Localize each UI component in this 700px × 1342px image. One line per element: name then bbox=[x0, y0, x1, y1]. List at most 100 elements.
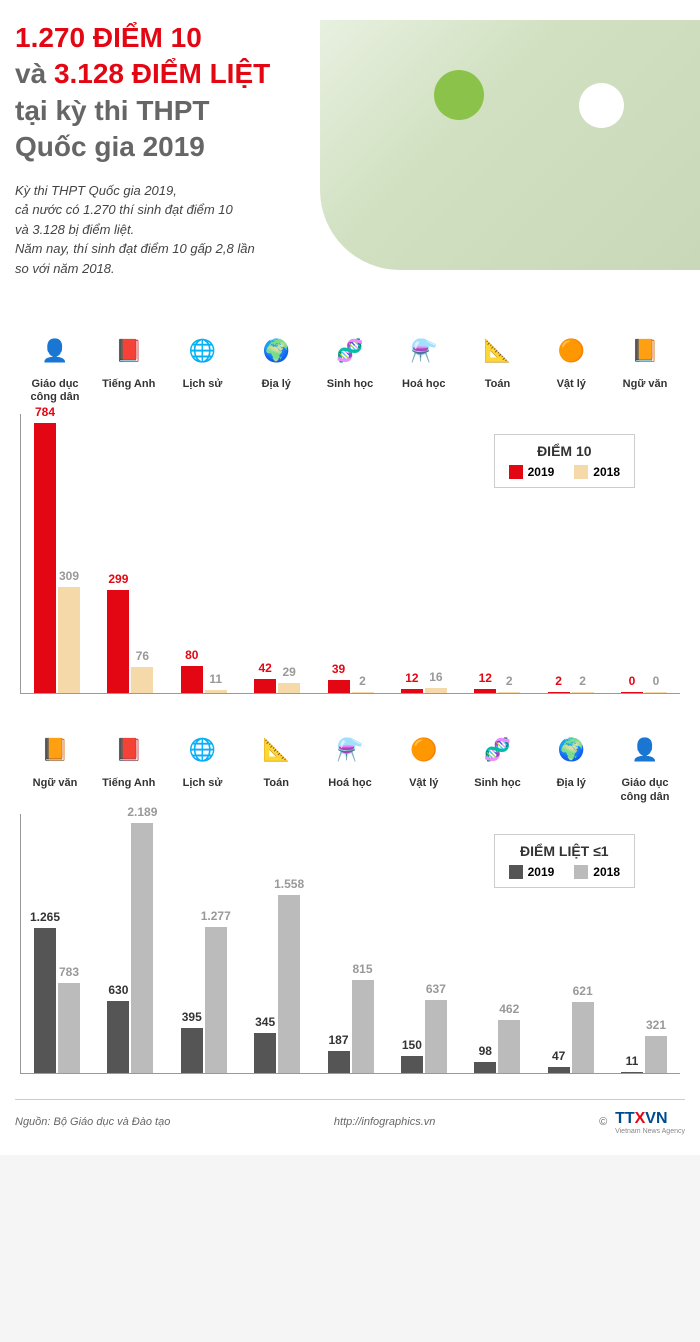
subject-label: Toán bbox=[485, 378, 510, 391]
bar-2018: 321 bbox=[645, 1036, 667, 1073]
bar-group: 98462 bbox=[463, 1020, 531, 1073]
subject-label: Tiếng Anh bbox=[102, 777, 155, 790]
bar-value-2018: 309 bbox=[59, 569, 79, 583]
subject-label: Địa lý bbox=[262, 378, 291, 391]
subject-icon: 👤 bbox=[34, 330, 76, 372]
chart1-legend: ĐIỂM 10 2019 2018 bbox=[494, 434, 635, 488]
subject-item: 🧬Sinh học bbox=[463, 729, 533, 803]
bar-2018: 815 bbox=[352, 980, 374, 1073]
bar-value-2019: 47 bbox=[552, 1049, 565, 1063]
subject-item: 🌍Địa lý bbox=[241, 330, 311, 404]
subject-label: Vật lý bbox=[409, 777, 438, 790]
bar-2019: 784 bbox=[34, 423, 56, 693]
bar-value-2018: 621 bbox=[573, 984, 593, 998]
chart1-subject-icons: 👤Giáo dục công dân📕Tiếng Anh🌐Lịch sử🌍Địa… bbox=[15, 330, 685, 404]
subject-icon: 📐 bbox=[255, 729, 297, 771]
bar-value-2019: 2 bbox=[555, 674, 562, 688]
title-part2b: 3.128 ĐIỂM LIỆT bbox=[54, 58, 270, 89]
bar-group: 3951.277 bbox=[170, 927, 238, 1073]
bar-2019: 1.265 bbox=[34, 928, 56, 1072]
chart1-swatch-2018 bbox=[574, 465, 588, 479]
bar-value-2018: 2 bbox=[359, 674, 366, 688]
bar-2018: 1.558 bbox=[278, 895, 300, 1073]
bar-2018: 0 bbox=[645, 692, 667, 693]
subject-icon: ⚗️ bbox=[329, 729, 371, 771]
bar-2018: 783 bbox=[58, 983, 80, 1072]
bar-value-2019: 1.265 bbox=[30, 910, 60, 924]
subject-label: Hoá học bbox=[402, 378, 445, 391]
subject-label: Hoá học bbox=[328, 777, 371, 790]
header-photo bbox=[320, 20, 700, 270]
bar-value-2019: 395 bbox=[182, 1010, 202, 1024]
bar-value-2019: 784 bbox=[35, 405, 55, 419]
bar-value-2019: 299 bbox=[108, 572, 128, 586]
subject-label: Ngữ văn bbox=[623, 378, 668, 391]
subject-item: 🌍Địa lý bbox=[536, 729, 606, 803]
bar-group: 47621 bbox=[537, 1002, 605, 1073]
subject-icon: 🌍 bbox=[550, 729, 592, 771]
chart2-legend-title: ĐIỂM LIỆT ≤1 bbox=[509, 843, 620, 859]
bar-group: 150637 bbox=[390, 1000, 458, 1073]
bar-2019: 0 bbox=[621, 692, 643, 693]
subject-label: Giáo dục công dân bbox=[610, 777, 680, 803]
bar-2019: 345 bbox=[254, 1033, 276, 1072]
bar-value-2018: 2.189 bbox=[127, 805, 157, 819]
chart2-swatch-2019 bbox=[509, 865, 523, 879]
bar-value-2018: 815 bbox=[352, 962, 372, 976]
bar-group: 784309 bbox=[23, 423, 91, 693]
subject-icon: ⚗️ bbox=[403, 330, 445, 372]
subject-icon: 🟠 bbox=[403, 729, 445, 771]
chart1-container: ĐIỂM 10 2019 2018 7843092997680114229392… bbox=[15, 414, 685, 694]
bar-2018: 1.277 bbox=[205, 927, 227, 1073]
subject-label: Vật lý bbox=[557, 378, 586, 391]
bar-value-2018: 1.277 bbox=[201, 909, 231, 923]
chart1-legend-title: ĐIỂM 10 bbox=[509, 443, 620, 459]
chart2-section: 📙Ngữ văn📕Tiếng Anh🌐Lịch sử📐Toán⚗️Hoá học… bbox=[15, 729, 685, 1073]
title-part3: tại kỳ thi THPT bbox=[15, 95, 209, 126]
subject-item: 🟠Vật lý bbox=[536, 330, 606, 404]
subject-item: 👤Giáo dục công dân bbox=[610, 729, 680, 803]
subject-label: Lịch sử bbox=[183, 777, 223, 790]
infographic-page: 1.270 ĐIỂM 10 và 3.128 ĐIỂM LIỆT tại kỳ … bbox=[0, 0, 700, 1155]
subject-icon: 🌐 bbox=[182, 330, 224, 372]
bar-2019: 299 bbox=[107, 590, 129, 693]
subject-icon: 📕 bbox=[108, 729, 150, 771]
bar-value-2019: 42 bbox=[258, 661, 271, 675]
subject-item: 📐Toán bbox=[241, 729, 311, 803]
subject-icon: 📕 bbox=[108, 330, 150, 372]
url-text: http://infographics.vn bbox=[334, 1116, 436, 1128]
bar-value-2018: 2 bbox=[506, 674, 513, 688]
subject-label: Sinh học bbox=[327, 378, 373, 391]
subject-item: 📐Toán bbox=[463, 330, 533, 404]
subject-item: 📙 Ngữ văn bbox=[610, 330, 680, 404]
bar-group: 6302.189 bbox=[96, 823, 164, 1073]
bar-2019: 12 bbox=[401, 689, 423, 693]
bar-2019: 42 bbox=[254, 679, 276, 693]
chart1-year1: 2019 bbox=[528, 465, 555, 479]
bar-value-2019: 345 bbox=[255, 1015, 275, 1029]
subject-icon: 🧬 bbox=[329, 330, 371, 372]
subject-item: 🧬 Sinh học bbox=[315, 330, 385, 404]
bar-value-2018: 29 bbox=[282, 665, 295, 679]
bar-group: 1216 bbox=[390, 688, 458, 694]
subject-icon: 🌐 bbox=[182, 729, 224, 771]
bar-2019: 187 bbox=[328, 1051, 350, 1072]
subject-icon: 📙 bbox=[624, 330, 666, 372]
bar-value-2018: 11 bbox=[209, 672, 222, 686]
bar-value-2019: 0 bbox=[629, 674, 636, 688]
bar-group: 22 bbox=[537, 692, 605, 693]
bar-2018: 2.189 bbox=[131, 823, 153, 1073]
chart1-section: 👤Giáo dục công dân📕Tiếng Anh🌐Lịch sử🌍Địa… bbox=[15, 330, 685, 694]
footer: Nguồn: Bộ Giáo dục và Đào tạo http://inf… bbox=[15, 1099, 685, 1135]
bar-value-2019: 80 bbox=[185, 648, 198, 662]
bar-2019: 150 bbox=[401, 1056, 423, 1073]
subject-icon: 📙 bbox=[34, 729, 76, 771]
bar-2018: 2 bbox=[352, 692, 374, 693]
bar-value-2018: 16 bbox=[429, 670, 442, 684]
bar-group: 392 bbox=[317, 680, 385, 693]
bar-value-2019: 630 bbox=[108, 983, 128, 997]
bar-group: 3451.558 bbox=[243, 895, 311, 1073]
bar-2018: 76 bbox=[131, 667, 153, 693]
bar-value-2019: 11 bbox=[626, 1054, 639, 1068]
bar-value-2018: 2 bbox=[579, 674, 586, 688]
